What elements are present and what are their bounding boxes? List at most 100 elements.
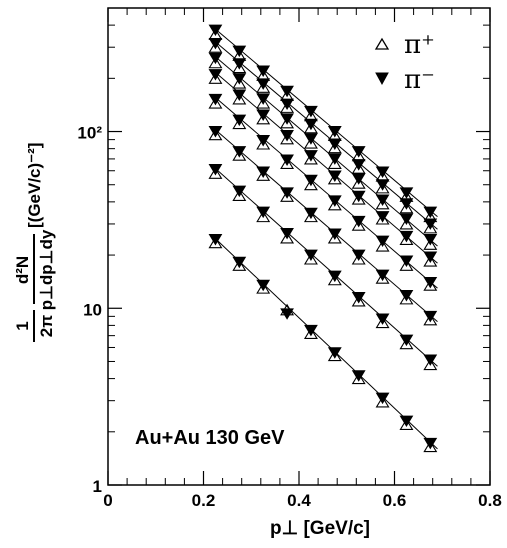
- x-tick-label: 0.8: [478, 491, 502, 510]
- pi-plus-point: [208, 167, 223, 179]
- y-tick-label: 10: [83, 300, 102, 319]
- pi-minus-point: [399, 255, 414, 268]
- pi-minus-point: [375, 166, 390, 179]
- pi-minus-point: [304, 150, 318, 162]
- pi-minus-point: [280, 85, 294, 98]
- pi-minus-point: [280, 227, 294, 240]
- pi-plus-point: [256, 210, 271, 223]
- pi-plus-point: [280, 132, 295, 145]
- pi-plus-point: [375, 239, 390, 252]
- x-tick-label: 0: [103, 491, 112, 510]
- pi-plus-point: [256, 112, 271, 125]
- pi-minus-point: [375, 235, 390, 248]
- pi-plus-point: [327, 231, 342, 244]
- pi-plus-point: [280, 157, 295, 169]
- pi-plus-point: [399, 233, 414, 246]
- y-tick-label: 1: [93, 477, 102, 496]
- pi-minus-point: [375, 179, 390, 191]
- pi-minus-point: [280, 113, 294, 125]
- pi-plus-point: [327, 198, 342, 211]
- legend-marker-pi-minus: [375, 72, 389, 86]
- pi-plus-point: [232, 92, 247, 105]
- pi-plus-point: [423, 358, 438, 371]
- pi-minus-point: [256, 109, 271, 121]
- legend: π⁺ π⁻: [374, 30, 435, 95]
- pi-plus-point: [399, 292, 414, 305]
- pi-plus-point: [303, 252, 318, 265]
- pi-plus-point: [351, 219, 366, 231]
- data-points: [208, 24, 438, 453]
- pi-minus-point: [208, 69, 223, 81]
- pi-plus-point: [423, 238, 438, 250]
- pi-plus-point: [208, 236, 223, 249]
- pi-plus-point: [303, 178, 318, 191]
- pi-plus-point: [208, 128, 223, 141]
- pi-plus-point: [303, 327, 318, 340]
- pi-minus-point: [351, 190, 366, 203]
- pi-minus-point: [232, 256, 247, 269]
- pi-plus-point: [375, 181, 390, 194]
- pi-plus-point: [256, 169, 271, 181]
- pi-minus-point: [232, 58, 247, 70]
- pi-minus-point: [256, 166, 271, 179]
- pi-minus-point: [208, 24, 223, 37]
- y-tick-label: 10²: [77, 124, 102, 143]
- legend-marker-pi-plus: [374, 37, 390, 50]
- pi-minus-point: [423, 310, 438, 323]
- pi-minus-point: [375, 211, 390, 223]
- pi-minus-point: [399, 187, 414, 199]
- pi-minus-point: [423, 206, 438, 219]
- pi-minus-point: [351, 146, 366, 158]
- pi-minus-point: [423, 218, 438, 230]
- pi-minus-point: [351, 173, 366, 185]
- x-axis-label: p⊥ [GeV/c]: [270, 518, 370, 539]
- pi-minus-point: [327, 270, 342, 283]
- pi-plus-point: [351, 372, 366, 385]
- pi-plus-point: [375, 212, 390, 225]
- pi-plus-point: [303, 121, 318, 134]
- pi-minus-point: [399, 230, 414, 243]
- pi-minus-point: [375, 392, 390, 405]
- pi-minus-point: [208, 233, 223, 246]
- pi-plus-point: [375, 395, 390, 408]
- pi-minus-point: [256, 93, 271, 105]
- pi-plus-point: [208, 72, 223, 84]
- pi-plus-point: [327, 349, 342, 362]
- legend-label-pi-minus: π⁻: [404, 65, 435, 95]
- pi-plus-point: [280, 116, 295, 129]
- pi-plus-point: [399, 259, 414, 271]
- fit-line: [212, 39, 438, 230]
- pi-plus-point: [232, 77, 247, 89]
- pi-minus-point: [399, 213, 414, 225]
- pi-minus-point: [375, 194, 390, 206]
- pi-minus-point: [304, 105, 318, 118]
- pi-minus-point: [304, 324, 318, 337]
- y-label-unit: [(GeV/c)⁻²]: [25, 143, 44, 228]
- pi-minus-point: [304, 118, 318, 131]
- pi-plus-point: [351, 162, 366, 174]
- pi-plus-point: [232, 149, 247, 161]
- legend-label-pi-plus: π⁺: [404, 30, 435, 60]
- pi-plus-point: [280, 101, 295, 113]
- y-axis-label: 1 2π d²N p⊥dp⊥dy [(GeV/c)⁻²]: [13, 143, 56, 342]
- pi-minus-point: [327, 153, 342, 165]
- pi-minus-point: [327, 347, 342, 359]
- pi-minus-point: [399, 290, 414, 302]
- pi-minus-point: [327, 170, 342, 183]
- pi-minus-point: [399, 198, 414, 210]
- pi-plus-point: [303, 210, 318, 223]
- x-tick-label: 0.6: [383, 491, 407, 510]
- pi-plus-point: [208, 56, 223, 69]
- pi-plus-point: [256, 81, 271, 93]
- pi-plus-point: [232, 189, 247, 201]
- pi-minus-point: [351, 215, 366, 228]
- pi-minus-point: [232, 185, 247, 198]
- pi-plus-point: [303, 152, 318, 165]
- pi-minus-point: [304, 133, 318, 145]
- pi-minus-point: [280, 187, 294, 199]
- pi-minus-point: [351, 249, 366, 262]
- pi-minus-point: [208, 163, 223, 176]
- pi-minus-point: [423, 276, 438, 289]
- pi-minus-point: [423, 251, 438, 263]
